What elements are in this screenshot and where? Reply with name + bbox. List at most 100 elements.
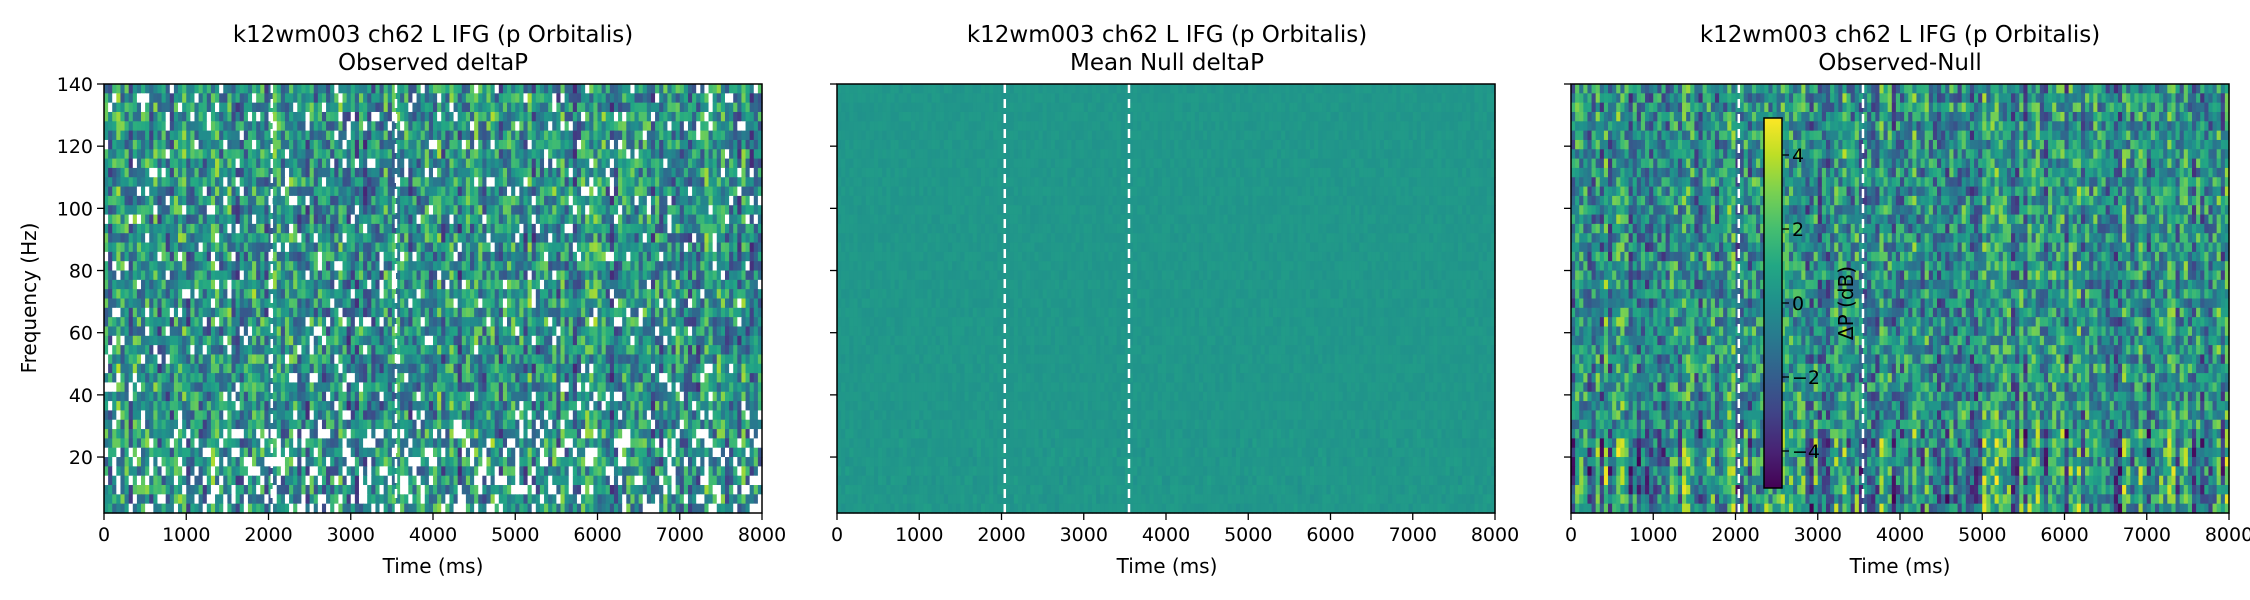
heatmap-cell bbox=[367, 205, 372, 216]
heatmap-cell bbox=[363, 354, 368, 365]
heatmap-cell bbox=[256, 326, 261, 337]
heatmap-cell bbox=[317, 242, 323, 253]
heatmap-cell bbox=[700, 242, 706, 253]
heatmap-cell bbox=[696, 317, 701, 328]
heatmap-cell bbox=[626, 149, 631, 160]
heatmap-cell bbox=[605, 158, 611, 169]
heatmap-cell bbox=[112, 298, 117, 309]
heatmap-cell bbox=[597, 111, 603, 122]
heatmap-cell bbox=[243, 354, 249, 365]
heatmap-cell bbox=[659, 130, 664, 141]
heatmap-cell bbox=[646, 298, 652, 309]
heatmap-cell bbox=[108, 93, 113, 104]
heatmap-cell bbox=[539, 307, 545, 318]
heatmap-cell bbox=[104, 270, 109, 281]
heatmap-cell bbox=[338, 242, 344, 253]
heatmap-cell bbox=[395, 121, 401, 132]
heatmap-cell bbox=[638, 270, 644, 281]
heatmap-cell bbox=[613, 223, 619, 234]
heatmap-cell bbox=[494, 363, 500, 374]
heatmap-cell bbox=[108, 363, 113, 374]
heatmap-cell bbox=[671, 223, 677, 234]
heatmap-cell bbox=[206, 111, 212, 122]
heatmap-cell bbox=[539, 102, 545, 113]
heatmap-cell bbox=[544, 177, 549, 188]
heatmap-cell bbox=[502, 121, 508, 132]
heatmap-cell bbox=[626, 326, 631, 337]
heatmap-cell bbox=[412, 84, 418, 94]
heatmap-cell bbox=[395, 186, 401, 197]
heatmap-cell bbox=[194, 298, 200, 309]
heatmap-cell bbox=[659, 93, 664, 104]
heatmap-cell bbox=[646, 111, 652, 122]
heatmap-cell bbox=[724, 307, 730, 318]
heatmap-cell bbox=[589, 93, 594, 104]
heatmap-cell bbox=[400, 363, 405, 374]
heatmap-cell bbox=[663, 233, 669, 244]
heatmap-cell bbox=[544, 354, 549, 365]
heatmap-cell bbox=[293, 279, 298, 290]
heatmap-cell bbox=[350, 326, 356, 337]
heatmap-cell bbox=[313, 167, 319, 178]
heatmap-cell bbox=[104, 167, 109, 178]
heatmap-cell bbox=[202, 345, 208, 356]
heatmap-cell bbox=[289, 298, 294, 309]
heatmap-cell bbox=[613, 363, 619, 374]
heatmap-cell bbox=[593, 261, 599, 272]
heatmap-cell bbox=[622, 307, 627, 318]
heatmap-cell bbox=[330, 186, 335, 197]
heatmap-cell bbox=[128, 177, 134, 188]
heatmap-cell bbox=[289, 335, 294, 346]
heatmap-cell bbox=[239, 345, 245, 356]
heatmap-cell bbox=[358, 298, 364, 309]
heatmap-cell bbox=[334, 195, 340, 206]
heatmap-cell bbox=[613, 345, 619, 356]
heatmap-cell bbox=[235, 177, 241, 188]
heatmap-cell bbox=[354, 93, 360, 104]
heatmap-cell bbox=[182, 279, 187, 290]
heatmap-cell bbox=[169, 121, 175, 132]
heatmap-cell bbox=[531, 363, 537, 374]
heatmap-cell bbox=[650, 214, 656, 225]
heatmap-cell bbox=[441, 167, 446, 178]
heatmap-cell bbox=[741, 345, 747, 356]
panel-observed: k12wm003 ch62 L IFG (p Orbitalis) Observ… bbox=[17, 22, 786, 578]
heatmap-cell bbox=[387, 317, 393, 328]
heatmap-cell bbox=[453, 307, 459, 318]
heatmap-cell bbox=[478, 363, 483, 374]
heatmap-cell bbox=[622, 149, 627, 160]
heatmap-cell bbox=[412, 158, 418, 169]
heatmap-cell bbox=[646, 307, 652, 318]
heatmap-cell bbox=[445, 251, 451, 262]
heatmap-cell bbox=[650, 186, 656, 197]
heatmap-cell bbox=[391, 307, 397, 318]
heatmap-cell bbox=[128, 214, 134, 225]
heatmap-cell bbox=[338, 139, 344, 150]
heatmap-cell bbox=[470, 345, 475, 356]
heatmap-cell bbox=[272, 223, 278, 234]
heatmap-cell bbox=[630, 261, 636, 272]
heatmap-cell bbox=[445, 233, 451, 244]
heatmap-cell bbox=[585, 289, 590, 300]
heatmap-cell bbox=[182, 102, 187, 113]
heatmap-cell bbox=[622, 121, 627, 132]
heatmap-cell bbox=[626, 345, 631, 356]
heatmap-cell bbox=[408, 317, 414, 328]
heatmap-cell bbox=[679, 233, 685, 244]
heatmap-cell bbox=[515, 102, 520, 113]
heatmap-cell bbox=[589, 186, 594, 197]
heatmap-cell bbox=[548, 177, 553, 188]
heatmap-cell bbox=[478, 233, 483, 244]
panel-1-title-line2: Observed deltaP bbox=[338, 50, 528, 76]
heatmap-cell bbox=[704, 205, 710, 216]
heatmap-cell bbox=[104, 233, 109, 244]
heatmap-cell bbox=[519, 84, 525, 94]
heatmap-cell bbox=[182, 84, 187, 94]
heatmap-cell bbox=[720, 214, 726, 225]
heatmap-cell bbox=[465, 363, 471, 374]
heatmap-cell bbox=[400, 186, 405, 197]
heatmap-cell bbox=[679, 223, 685, 234]
heatmap-cell bbox=[527, 186, 533, 197]
heatmap-cell bbox=[301, 186, 307, 197]
heatmap-cell bbox=[737, 121, 743, 132]
